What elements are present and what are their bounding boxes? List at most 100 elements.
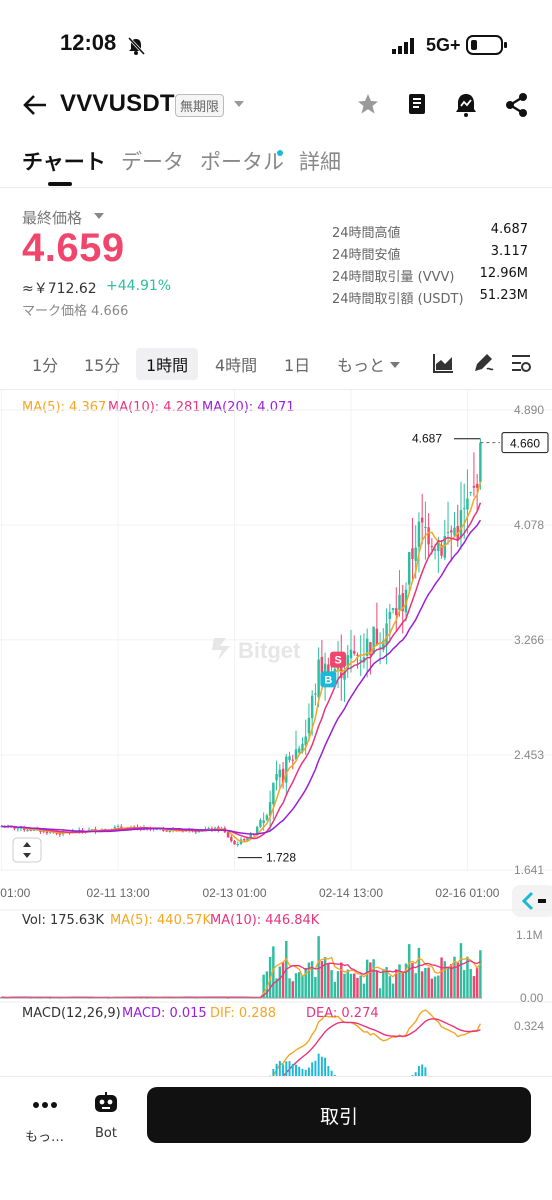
x-tick-label: 02-11 13:00 [86, 886, 149, 900]
timeframe-1d[interactable]: 1日 [284, 356, 311, 375]
candle-body [278, 769, 282, 778]
back-arrow-icon[interactable] [22, 92, 48, 118]
candle-body [372, 626, 375, 654]
candle-body [48, 831, 52, 833]
candle-body [291, 759, 294, 761]
price-alert-icon[interactable] [453, 92, 479, 118]
volume-bar [420, 971, 424, 998]
candle-body [230, 837, 233, 842]
caret-down-icon[interactable] [94, 212, 104, 220]
chart-settings-icon[interactable] [510, 352, 532, 374]
candle-body [307, 717, 311, 734]
active-tab-underline [48, 182, 72, 186]
macd-histogram-bar [282, 1064, 285, 1080]
current-price-box [501, 432, 549, 454]
volume-bar [346, 969, 349, 998]
timeframe-bar: 1分 15分 1時間 4時間 1日 もっと [0, 340, 552, 386]
macd-y-tick: 0.324 [514, 1019, 544, 1033]
ma5-legend: MA(5): 4.367 [22, 400, 107, 415]
candle-body [281, 768, 285, 784]
volume-bar [479, 950, 482, 998]
candle-body [388, 612, 392, 619]
timeframe-15m[interactable]: 15分 [84, 356, 121, 375]
indicator-chart-icon[interactable] [432, 352, 454, 374]
volume-bar [443, 961, 447, 998]
volume-bar [407, 944, 411, 998]
candle-body [453, 527, 456, 536]
tab-details[interactable]: 詳細 [299, 150, 341, 174]
trading-pair[interactable]: VVVUSDT [60, 90, 175, 117]
volume-bar [314, 977, 317, 998]
stat-label-high: 24時間高値 [332, 226, 401, 241]
candle-body [407, 552, 411, 585]
tab-data[interactable]: データ [121, 150, 184, 174]
notebook-icon[interactable] [405, 92, 429, 116]
timeframe-1h[interactable]: 1時間 [136, 348, 199, 380]
candle-body [58, 833, 62, 835]
battery-icon [466, 35, 507, 55]
timeframe-4h[interactable]: 4時間 [215, 356, 258, 375]
candle-body [168, 830, 172, 832]
more-label[interactable]: もっ… [25, 1130, 65, 1145]
volume-bar [414, 973, 417, 998]
more-dots-icon[interactable] [33, 1101, 57, 1109]
trade-button[interactable]: 取引 [147, 1087, 531, 1143]
volume-bar [378, 988, 382, 998]
more-caret-icon[interactable] [390, 361, 400, 369]
volume-bar [340, 962, 343, 998]
y-tick-label: 4.078 [514, 518, 544, 532]
volume-bar [391, 983, 395, 998]
volume-bar [459, 943, 463, 998]
y-tick-label: 1.641 [514, 863, 544, 877]
candle-body [437, 540, 440, 552]
bot-label[interactable]: Bot [95, 1126, 117, 1141]
chart-resize-handle[interactable] [12, 837, 42, 863]
volume-bar [359, 975, 362, 998]
volume-bar [304, 967, 307, 998]
share-icon[interactable] [504, 92, 530, 118]
volume-bar [369, 962, 372, 998]
candle-body [469, 491, 472, 493]
tab-chart[interactable]: チャート [22, 150, 106, 174]
stat-label-volume: 24時間取引量 (VVV) [332, 270, 455, 285]
candle-body [459, 510, 463, 538]
volume-bar [404, 963, 408, 998]
timeframe-more[interactable]: もっと [337, 356, 386, 375]
trade-marker-b [320, 671, 337, 688]
volume-bar [437, 975, 440, 998]
side-panel-tab[interactable] [512, 885, 552, 917]
ma10-line [1, 502, 482, 840]
macd-histogram-bar [285, 1061, 288, 1080]
status-time: 12:08 [60, 30, 117, 55]
candle-body [424, 526, 427, 528]
macd-histogram-bar [301, 1068, 304, 1080]
bot-icon[interactable] [94, 1092, 118, 1114]
volume-bar [453, 956, 456, 998]
tab-portal[interactable]: ポータル [200, 150, 284, 174]
divider [0, 389, 552, 390]
drawing-tool-icon[interactable] [471, 351, 495, 375]
stat-label-low: 24時間安値 [332, 248, 401, 263]
dea-line [278, 1018, 481, 1080]
candle-body [427, 527, 430, 545]
volume-bar [343, 973, 346, 998]
candle-body [378, 647, 382, 649]
timeframe-1m[interactable]: 1分 [32, 356, 59, 375]
chevron-down-icon[interactable] [233, 99, 245, 109]
star-icon[interactable] [356, 92, 380, 116]
ma20-legend: MA(20): 4.071 [202, 400, 295, 415]
candle-body [479, 442, 482, 482]
price-chart[interactable]: 4.890 4.078 3.266 2.453 1.641 2-10 01:00 02-11… [0, 390, 552, 1080]
candle-body [346, 655, 349, 669]
chevron-left-icon[interactable] [521, 891, 534, 911]
candle-body [272, 782, 275, 805]
last-price-label[interactable]: 最終価格 [22, 209, 83, 227]
resize-arrows-icon[interactable] [23, 842, 31, 858]
candle-body [417, 521, 421, 547]
stat-value-turnover: 51.23M [479, 288, 528, 303]
watermark-logo-icon [212, 638, 230, 660]
trade-marker-s [330, 651, 347, 668]
volume-legend: Vol: 175.63K [22, 913, 104, 928]
divider [0, 187, 552, 188]
macd-histogram-bar [424, 1067, 427, 1080]
